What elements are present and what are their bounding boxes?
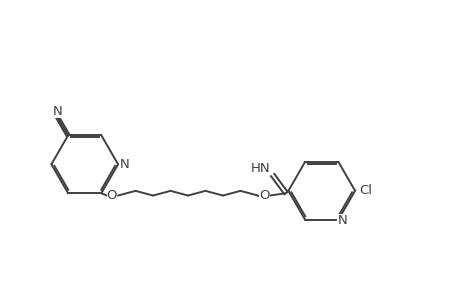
Text: O: O [106,189,117,202]
Text: N: N [336,214,347,227]
Text: O: O [259,189,269,202]
Text: N: N [53,105,62,118]
Text: Cl: Cl [358,184,371,197]
Text: HN: HN [250,162,270,176]
Text: N: N [119,158,129,171]
